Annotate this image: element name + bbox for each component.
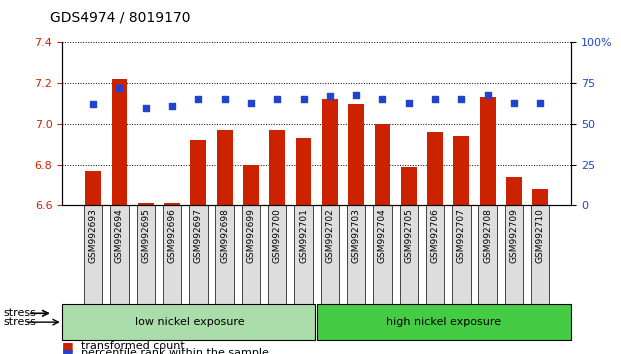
Bar	[320, 205, 339, 327]
Text: ■: ■	[62, 340, 74, 353]
Point	[378, 97, 388, 102]
Bar	[137, 205, 155, 327]
Point	[167, 103, 177, 109]
Point	[88, 102, 98, 107]
Bar	[453, 136, 469, 354]
Point	[509, 100, 519, 105]
Bar	[399, 205, 418, 327]
Bar	[164, 203, 180, 354]
Point	[404, 100, 414, 105]
Text: percentile rank within the sample: percentile rank within the sample	[81, 348, 269, 354]
Bar	[112, 79, 127, 354]
Point	[114, 85, 124, 91]
Bar	[215, 205, 234, 327]
Point	[272, 97, 282, 102]
Bar	[426, 205, 444, 327]
Bar	[111, 205, 129, 327]
Point	[456, 97, 466, 102]
Bar	[296, 138, 312, 354]
Bar	[478, 205, 497, 327]
Point	[430, 97, 440, 102]
Bar	[506, 177, 522, 354]
Point	[193, 97, 203, 102]
Point	[299, 97, 309, 102]
Bar	[480, 97, 496, 354]
Text: high nickel exposure: high nickel exposure	[386, 317, 502, 327]
Text: transformed count: transformed count	[81, 341, 184, 351]
Bar	[452, 205, 471, 327]
Bar	[242, 205, 260, 327]
Bar	[348, 104, 364, 354]
Bar	[532, 189, 548, 354]
Bar	[217, 130, 232, 354]
Point	[535, 100, 545, 105]
Bar	[163, 205, 181, 327]
Bar	[270, 130, 285, 354]
Point	[141, 105, 151, 110]
Bar	[322, 99, 338, 354]
Bar	[374, 124, 391, 354]
Bar	[427, 132, 443, 354]
Bar	[243, 165, 259, 354]
Bar	[294, 205, 313, 327]
Point	[351, 92, 361, 97]
Text: GDS4974 / 8019170: GDS4974 / 8019170	[50, 11, 190, 25]
Text: low nickel exposure: low nickel exposure	[135, 317, 244, 327]
Bar	[189, 205, 207, 327]
Bar	[401, 167, 417, 354]
Text: stress: stress	[3, 317, 36, 327]
Bar	[191, 140, 206, 354]
Bar	[373, 205, 392, 327]
Point	[220, 97, 230, 102]
Point	[483, 92, 492, 97]
Point	[246, 100, 256, 105]
Bar	[505, 205, 523, 327]
Bar	[85, 171, 101, 354]
Bar	[347, 205, 365, 327]
Text: stress: stress	[3, 308, 36, 318]
Point	[325, 93, 335, 99]
Bar	[138, 203, 153, 354]
Bar	[268, 205, 286, 327]
Text: ■: ■	[62, 347, 74, 354]
Bar	[84, 205, 102, 327]
Bar	[531, 205, 550, 327]
